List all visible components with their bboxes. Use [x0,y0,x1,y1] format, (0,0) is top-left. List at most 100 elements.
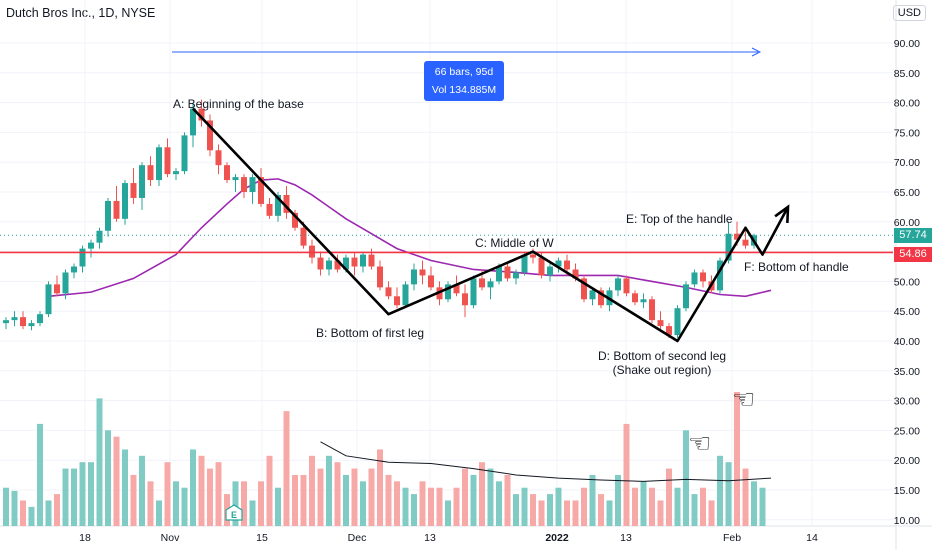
volume-bar [632,487,638,526]
candle-body [530,254,536,258]
candle-body [258,177,264,204]
candle-body [105,200,111,231]
candle-body [275,194,281,216]
volume-bar [122,449,128,526]
volume-bar [54,494,60,526]
candle-body [734,233,740,240]
volume-bar [3,487,9,526]
candle-body [666,326,672,336]
candle-body [411,269,417,285]
candle-body [292,212,298,228]
volume-bar [198,455,205,526]
earnings-marker-shape [225,504,243,521]
price-tick-label: 90.00 [894,38,920,50]
candle-body [224,165,230,181]
volume-bar [581,487,587,526]
annotation-c: C: Middle of W [475,236,554,250]
volume-bar [470,474,477,526]
last-price-tag: 57.74 [894,228,932,243]
volume-bar [419,481,426,526]
candle-body [683,284,689,309]
candle-body [564,260,570,270]
volume-bar [436,487,443,526]
candle-body [232,177,239,181]
volume-bar [11,490,18,526]
volume-bar [37,423,43,526]
w-pattern-path [192,107,790,343]
candle-body [496,266,502,282]
candle-body [79,248,86,267]
candle-body [547,266,553,276]
candle-body [700,272,706,282]
candle-body [122,183,128,219]
candle-body [623,278,630,294]
candle-body [198,108,205,121]
candle-body [487,281,494,288]
w-pattern-drawing: E [192,107,790,521]
volume-bar [606,500,613,526]
annotation-f: F: Bottom of handle [744,260,849,274]
time-tick-label: Nov [161,532,180,544]
price-tick-label: 80.00 [894,98,920,110]
volume-bar [368,468,375,526]
currency-selector[interactable]: USD [892,5,926,21]
candle-body [20,317,26,327]
volume-bar [691,494,698,526]
candle-body [113,200,120,219]
volume-bar [164,462,171,526]
candle-body [88,242,94,249]
volume-bar [496,481,502,526]
candle-body [249,177,256,192]
volume-bar [232,481,239,526]
volume-bar [79,462,86,526]
volume-bar [147,481,154,526]
volume-bar [292,474,298,526]
volume-bar [487,468,494,526]
candlesticks [3,99,757,339]
volume-bar [428,487,434,526]
volume-bar [326,455,332,526]
candle-body [207,120,213,151]
candle-body [317,257,324,270]
volume-bar [105,430,111,526]
volume-bar [530,494,536,526]
volume-bar [139,455,145,526]
volume-bar [402,487,409,526]
volume-average-line [320,441,772,482]
volume-bar [215,462,222,526]
annotation-a: A: Beginning of the base [173,97,304,111]
volume-bar [266,455,273,526]
candle-body [62,272,69,294]
measure-line [172,47,762,57]
volume-bar [275,487,281,526]
candle-body [360,254,366,267]
candle-body [513,272,519,279]
volume-bar [300,474,307,526]
time-tick-label: Dec [348,532,367,544]
tv-logo-placeholder [6,543,7,544]
candle-body [674,308,681,336]
volume-bar [258,481,264,526]
candle-body [54,284,60,294]
candle-body [164,147,171,175]
measure-bars-label: 66 bars, 95d [434,66,494,78]
volume-bar [453,487,460,526]
annotation-b: B: Bottom of first leg [316,326,425,340]
candle-body [538,257,545,276]
volume-bar [334,462,341,526]
candle-body [45,284,52,315]
volume-bar [173,481,179,526]
volume-bar [385,474,392,526]
measure-arrowhead [751,47,762,57]
volume-bar [96,398,103,526]
price-tick-label: 60.00 [894,217,920,229]
volume-bar [640,481,647,526]
volume-bar [538,500,545,526]
volume-bar [351,468,358,526]
volume-bar [462,468,468,526]
candle-body [402,284,409,306]
price-tick-label: 75.00 [894,127,920,139]
price-tick-label: 35.00 [894,366,920,378]
candle-body [215,150,222,166]
